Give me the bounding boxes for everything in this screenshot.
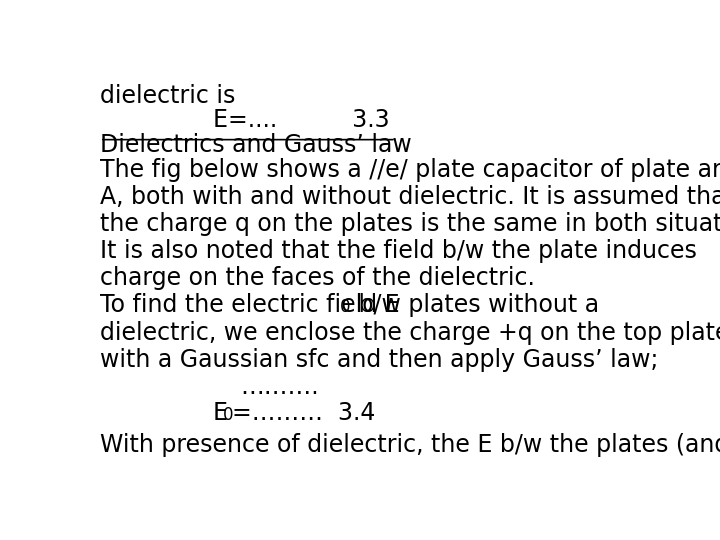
Text: A, both with and without dielectric. It is assumed that: A, both with and without dielectric. It … <box>100 185 720 210</box>
Text: dielectric, we enclose the charge +q on the top plate: dielectric, we enclose the charge +q on … <box>100 321 720 345</box>
Text: 0: 0 <box>341 299 351 316</box>
Text: The fig below shows a //e/ plate capacitor of plate area: The fig below shows a //e/ plate capacit… <box>100 158 720 183</box>
Text: charge on the faces of the dielectric.: charge on the faces of the dielectric. <box>100 266 535 291</box>
Text: b/w plates without a: b/w plates without a <box>351 294 599 318</box>
Text: E: E <box>213 401 228 425</box>
Text: =………  3.4: =……… 3.4 <box>233 401 376 425</box>
Text: To find the electric field E: To find the electric field E <box>100 294 400 318</box>
Text: Dielectrics and Gauss’ law: Dielectrics and Gauss’ law <box>100 133 412 157</box>
Text: It is also noted that the field b/w the plate induces: It is also noted that the field b/w the … <box>100 239 697 264</box>
Text: the charge q on the plates is the same in both situations.: the charge q on the plates is the same i… <box>100 212 720 237</box>
Text: With presence of dielectric, the E b/w the plates (and: With presence of dielectric, the E b/w t… <box>100 433 720 457</box>
Text: E=....          3.3: E=.... 3.3 <box>213 109 390 132</box>
Text: dielectric is: dielectric is <box>100 84 235 107</box>
Text: with a Gaussian sfc and then apply Gauss’ law;: with a Gaussian sfc and then apply Gauss… <box>100 348 658 372</box>
Text: 0: 0 <box>222 406 233 424</box>
Text: ……….: ………. <box>240 375 319 399</box>
